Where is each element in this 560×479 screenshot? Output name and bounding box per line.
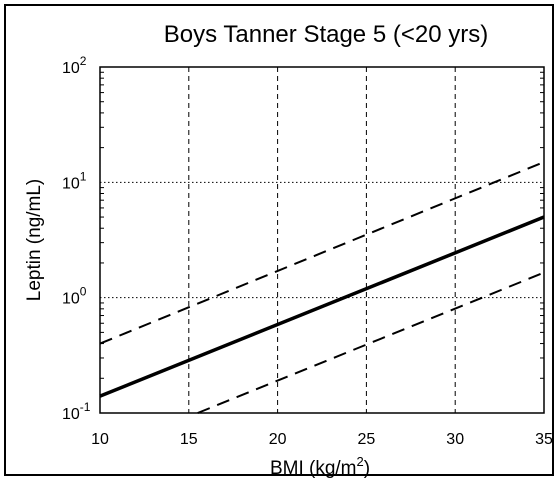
x-tick-labels: 10 15 20 25 30 35 xyxy=(91,431,553,448)
series-line-2 xyxy=(99,161,545,345)
x-tick-label-15: 15 xyxy=(180,431,198,448)
grid xyxy=(100,67,544,413)
chart-frame xyxy=(4,4,554,476)
x-tick-label-20: 20 xyxy=(269,431,287,448)
x-tick-label-30: 30 xyxy=(446,431,464,448)
y-tick-label-2: 102 xyxy=(62,54,87,77)
y-axis-label: Leptin (ng/mL) xyxy=(24,179,45,302)
y-tick-label-1: 101 xyxy=(62,169,87,192)
chart-title: Boys Tanner Stage 5 (<20 yrs) xyxy=(164,21,488,48)
x-tick-label-35: 35 xyxy=(535,431,553,448)
x-axis-label: BMI (kg/m2) xyxy=(270,454,370,479)
series-line-1 xyxy=(99,215,545,398)
plot-border xyxy=(99,66,545,414)
series-line-3 xyxy=(197,271,545,414)
x-tick-label-25: 25 xyxy=(358,431,376,448)
y-tick-labels: 10-1 100 101 102 xyxy=(62,54,91,423)
y-tick-label--1: 10-1 xyxy=(62,400,91,423)
y-tick-label-0: 100 xyxy=(62,285,87,308)
series-lines xyxy=(99,161,545,414)
x-tick-label-10: 10 xyxy=(91,431,109,448)
